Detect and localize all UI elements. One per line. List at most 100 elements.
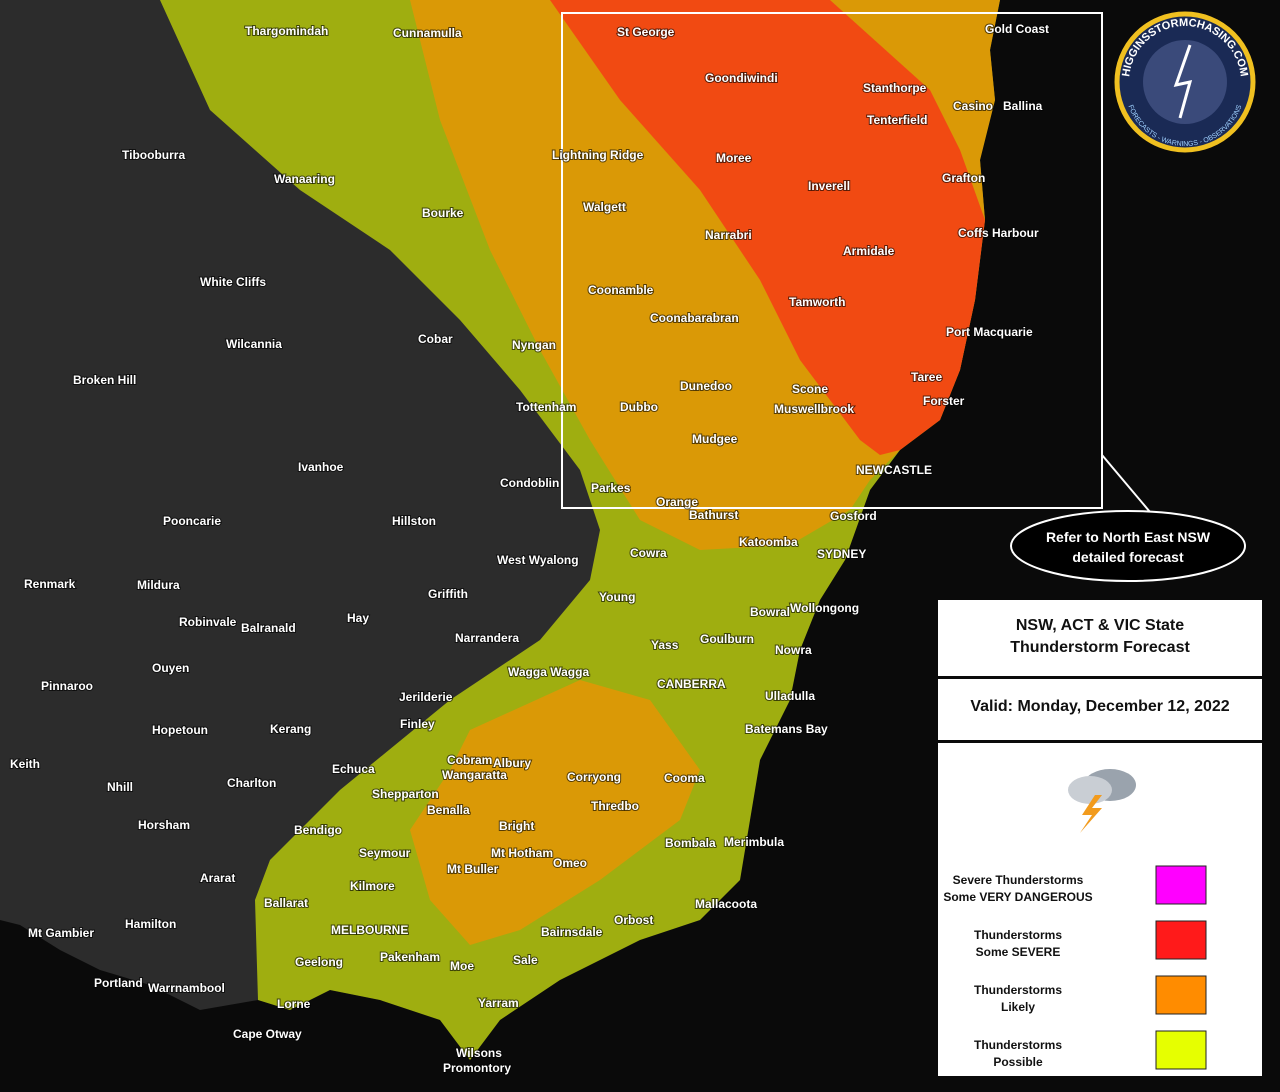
valid-box	[938, 679, 1262, 740]
place-label: St George	[617, 25, 675, 39]
callout-text: Refer to North East NSW	[1046, 529, 1211, 545]
place-label: Charlton	[227, 776, 276, 790]
place-label: Horsham	[138, 818, 190, 832]
place-label: Wagga Wagga	[508, 665, 589, 679]
place-label: Bendigo	[294, 823, 342, 837]
place-label: Mt Gambier	[28, 926, 94, 940]
legend-title-box	[938, 600, 1262, 676]
place-label: Dubbo	[620, 400, 658, 414]
place-label: Warrnambool	[148, 981, 225, 995]
place-label: Bourke	[422, 206, 464, 220]
place-label: Cowra	[630, 546, 667, 560]
place-label: Robinvale	[179, 615, 237, 629]
place-label: Mt Buller	[447, 862, 499, 876]
place-label: Wilsons	[456, 1046, 502, 1060]
place-label: Shepparton	[372, 787, 439, 801]
place-label: Bowral	[750, 605, 790, 619]
place-label: Coonamble	[588, 283, 654, 297]
place-label: Muswellbrook	[774, 402, 854, 416]
place-label: Cobar	[418, 332, 453, 346]
storm-icon	[1068, 769, 1136, 833]
place-label: Kerang	[270, 722, 311, 736]
place-label: Bombala	[665, 836, 716, 850]
place-label: Renmark	[24, 577, 76, 591]
place-label: Mt Hotham	[491, 846, 553, 860]
place-label: Port Macquarie	[946, 325, 1033, 339]
place-label: Armidale	[843, 244, 895, 258]
place-label: Yass	[651, 638, 679, 652]
zone-likely	[410, 680, 700, 945]
place-label: Coffs Harbour	[958, 226, 1039, 240]
place-label: Bathurst	[689, 508, 738, 522]
place-label: SYDNEY	[817, 547, 866, 561]
place-label: Nyngan	[512, 338, 556, 352]
place-label: Mudgee	[692, 432, 738, 446]
place-label: Wanaaring	[274, 172, 335, 186]
place-label: Bairnsdale	[541, 925, 603, 939]
place-label: Benalla	[427, 803, 470, 817]
place-label: Cooma	[664, 771, 705, 785]
place-label: Nhill	[107, 780, 133, 794]
place-label: West Wyalong	[497, 553, 579, 567]
legend-title: NSW, ACT & VIC State	[1016, 617, 1184, 634]
place-label: Bright	[499, 819, 534, 833]
place-label: Casino	[953, 99, 993, 113]
place-label: Moe	[450, 959, 474, 973]
legend-label: Some SEVERE	[976, 945, 1061, 959]
place-label: Thredbo	[591, 799, 639, 813]
place-label: Gosford	[830, 509, 877, 523]
place-label: Young	[599, 590, 635, 604]
place-label: Merimbula	[724, 835, 784, 849]
legend-label: Likely	[1001, 1000, 1035, 1014]
place-label: Hopetoun	[152, 723, 208, 737]
place-label: Ouyen	[152, 661, 189, 675]
place-label: Gold Coast	[985, 22, 1049, 36]
legend-label: Thunderstorms	[974, 1038, 1062, 1052]
place-label: Yarram	[478, 996, 519, 1010]
place-label: Coonabarabran	[650, 311, 739, 325]
place-label: Cunnamulla	[393, 26, 462, 40]
place-label: Seymour	[359, 846, 411, 860]
place-label: Tenterfield	[867, 113, 927, 127]
place-label: Goondiwindi	[705, 71, 778, 85]
place-label: Nowra	[775, 643, 812, 657]
place-label: Ballina	[1003, 99, 1043, 113]
place-label: Ulladulla	[765, 689, 815, 703]
callout-line	[1101, 454, 1151, 513]
place-label: Geelong	[295, 955, 343, 969]
place-label: Thargomindah	[245, 24, 328, 38]
place-label: Griffith	[428, 587, 468, 601]
place-label: Wangaratta	[442, 768, 507, 782]
place-label: Finley	[400, 717, 435, 731]
place-label: Grafton	[942, 171, 985, 185]
place-label: Albury	[493, 756, 531, 770]
legend-swatch	[1155, 865, 1207, 905]
place-label: NEWCASTLE	[856, 463, 932, 477]
place-label: White Cliffs	[200, 275, 266, 289]
place-label: Sale	[513, 953, 538, 967]
logo-bolt	[1173, 44, 1193, 119]
callout-text: detailed forecast	[1072, 549, 1184, 565]
place-label: Forster	[923, 394, 965, 408]
place-label: Jerilderie	[399, 690, 453, 704]
place-label: Stanthorpe	[863, 81, 927, 95]
legend-label: Severe Thunderstorms	[953, 873, 1084, 887]
place-label: Hay	[347, 611, 369, 625]
zone-severe	[550, 0, 985, 455]
place-label: Mildura	[137, 578, 180, 592]
place-label: Mallacoota	[695, 897, 757, 911]
place-label: Echuca	[332, 762, 375, 776]
place-label: Keith	[10, 757, 40, 771]
place-label: Tamworth	[789, 295, 845, 309]
legend-label: Thunderstorms	[974, 983, 1062, 997]
place-label: Ararat	[200, 871, 235, 885]
place-label: Scone	[792, 382, 828, 396]
valid-date: Valid: Monday, December 12, 2022	[970, 698, 1229, 715]
place-label: Corryong	[567, 770, 621, 784]
legend-title: Thunderstorm Forecast	[1010, 639, 1190, 656]
place-label: MELBOURNE	[331, 923, 408, 937]
place-label: Condoblin	[500, 476, 559, 490]
legend-swatch	[1155, 1030, 1207, 1070]
place-label: Orbost	[614, 913, 653, 927]
